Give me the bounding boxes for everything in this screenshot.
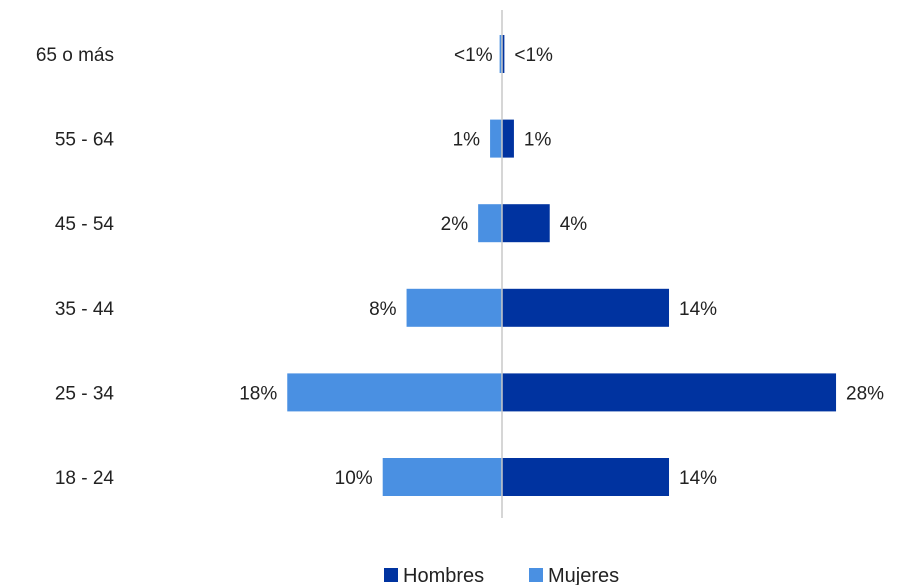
value-label-mujeres: 10% [335, 468, 373, 489]
value-label-hombres: 1% [524, 130, 552, 151]
bar-hombres [502, 373, 837, 412]
category-label: 18 - 24 [55, 468, 115, 489]
bar-mujeres [382, 458, 502, 496]
value-label-mujeres: <1% [454, 45, 493, 66]
bar-hombres [502, 204, 550, 243]
value-label-mujeres: 2% [441, 214, 469, 235]
category-label: 65 o más [36, 45, 114, 66]
value-label-mujeres: 18% [239, 383, 277, 404]
value-label-hombres: 4% [560, 214, 588, 235]
value-label-hombres: <1% [514, 45, 553, 66]
bar-hombres [502, 119, 514, 158]
value-label-mujeres: 8% [369, 299, 397, 320]
category-label: 35 - 44 [55, 299, 115, 320]
bar-hombres [502, 458, 670, 496]
legend: Hombres Mujeres [384, 565, 619, 585]
legend-label-hombres: Hombres [403, 565, 484, 585]
bar-hombres [502, 35, 505, 73]
bar-mujeres [406, 288, 502, 327]
bar-mujeres [287, 373, 502, 412]
category-label: 45 - 54 [55, 214, 115, 235]
legend-swatch-mujeres [529, 568, 543, 582]
bar-hombres [502, 288, 670, 327]
category-label: 25 - 34 [55, 383, 115, 404]
legend-swatch-hombres [384, 568, 398, 582]
value-label-hombres: 14% [679, 468, 717, 489]
plot-area: 65 o más <1% <1% 55 - 64 1% 1% 45 - 54 2% 4% 35 -… [36, 10, 884, 518]
value-label-hombres: 28% [846, 383, 884, 404]
bar-mujeres [499, 35, 502, 73]
bar-mujeres [490, 119, 502, 158]
category-label: 55 - 64 [55, 130, 115, 151]
value-label-mujeres: 1% [453, 130, 481, 151]
bar-mujeres [478, 204, 502, 243]
value-label-hombres: 14% [679, 299, 717, 320]
legend-label-mujeres: Mujeres [548, 565, 619, 585]
